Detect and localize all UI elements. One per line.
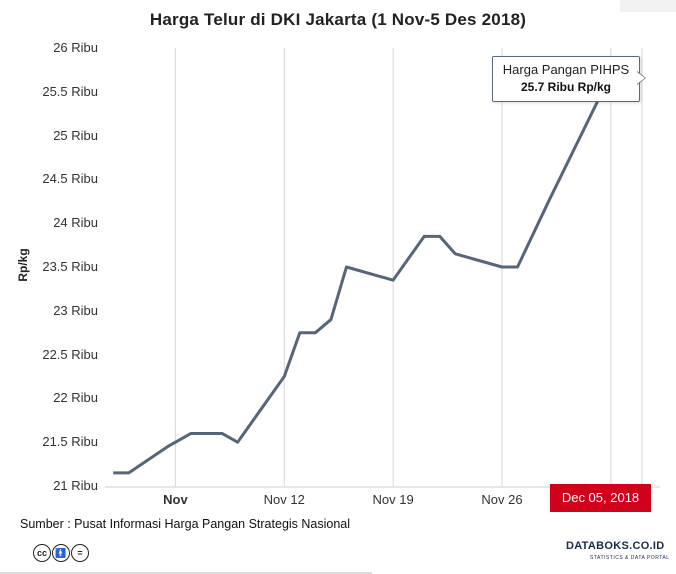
gridlines bbox=[105, 48, 660, 488]
crosshair-date-label: Dec 05, 2018 bbox=[550, 484, 651, 512]
y-tick-label: 23 Ribu bbox=[53, 302, 98, 318]
source-note: Sumber : Pusat Informasi Harga Pangan St… bbox=[20, 517, 351, 531]
y-tick-label: 22 Ribu bbox=[53, 390, 98, 406]
by-icon: 🚹 bbox=[52, 544, 70, 562]
nd-icon: = bbox=[71, 544, 89, 562]
y-tick-label: 21 Ribu bbox=[53, 478, 98, 493]
y-tick-label: 25.5 Ribu bbox=[42, 83, 98, 99]
x-tick-label: Nov 12 bbox=[263, 492, 305, 507]
y-tick-label: 23.5 Ribu bbox=[42, 259, 98, 274]
brand-tagline: STATISTICS & DATA PORTAL bbox=[590, 555, 670, 561]
tooltip-value: 25.7 Ribu Rp/kg bbox=[520, 80, 612, 94]
y-tick-label: 21.5 Ribu bbox=[42, 434, 98, 450]
data-tooltip: Harga Pangan PIHPS 25.7 Ribu Rp/kg bbox=[492, 56, 640, 102]
y-tick-label: 26 Ribu bbox=[53, 40, 98, 55]
tooltip-tail-inner bbox=[637, 72, 645, 84]
y-tick-label: 24 Ribu bbox=[53, 215, 98, 231]
top-edge-shade bbox=[620, 0, 676, 12]
bottom-divider bbox=[0, 572, 372, 574]
tooltip-series-name: Harga Pangan PIHPS bbox=[502, 62, 630, 77]
x-tick-label: Nov 19 bbox=[372, 492, 414, 507]
y-tick-label: 22.5 Ribu bbox=[42, 346, 98, 362]
x-tick-label: Nov 26 bbox=[481, 492, 523, 507]
chart-title: Harga Telur di DKI Jakarta (1 Nov-5 Des … bbox=[149, 10, 527, 29]
y-tick-label: 24.5 Ribu bbox=[42, 171, 98, 187]
y-tick-label: 25 Ribu bbox=[53, 127, 98, 143]
series-layer bbox=[113, 73, 613, 475]
series-line-0 bbox=[113, 73, 613, 475]
x-tick-label: Nov bbox=[163, 492, 188, 507]
brand-logo: DATABOKS.CO.ID bbox=[566, 540, 665, 552]
cc-icon: cc bbox=[33, 544, 51, 562]
